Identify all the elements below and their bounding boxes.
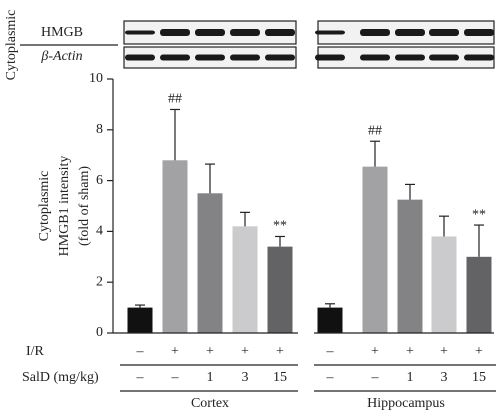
condition-cell: – bbox=[136, 370, 145, 385]
condition-cell: + bbox=[241, 344, 249, 359]
blot-band bbox=[315, 54, 345, 61]
bar bbox=[162, 160, 188, 333]
condition-label: I/R bbox=[26, 344, 45, 359]
condition-cell: + bbox=[206, 344, 214, 359]
group-label: Cortex bbox=[191, 396, 229, 411]
condition-label: SalD (mg/kg) bbox=[22, 370, 99, 385]
bar bbox=[197, 193, 223, 333]
y-axis-label: (fold of sham) bbox=[77, 166, 92, 246]
blot-band bbox=[230, 29, 260, 36]
condition-cell: 3 bbox=[441, 370, 448, 385]
condition-cell: + bbox=[371, 344, 379, 359]
blot-band bbox=[125, 54, 155, 61]
condition-cell: 1 bbox=[407, 370, 414, 385]
condition-cell: 3 bbox=[242, 370, 249, 385]
condition-cell: 15 bbox=[472, 370, 486, 385]
y-tick-label: 0 bbox=[96, 325, 103, 340]
blot-band bbox=[195, 54, 225, 61]
condition-cell: + bbox=[171, 344, 179, 359]
bar bbox=[127, 307, 153, 333]
blot-band bbox=[395, 54, 425, 61]
blot-side-label: Cytoplasmic bbox=[4, 10, 19, 81]
group-label: Hippocampus bbox=[367, 396, 445, 411]
condition-cell: + bbox=[440, 344, 448, 359]
blot-band bbox=[464, 54, 494, 61]
bar bbox=[317, 307, 343, 333]
blot-band bbox=[160, 54, 190, 61]
y-tick-label: 6 bbox=[96, 173, 103, 188]
blot-band bbox=[360, 29, 390, 36]
bar bbox=[362, 166, 388, 333]
blot-band bbox=[125, 30, 155, 35]
annotation: ## bbox=[168, 92, 182, 107]
condition-cell: – bbox=[136, 344, 145, 359]
blot-band bbox=[315, 30, 345, 35]
condition-cell: – bbox=[371, 370, 380, 385]
blot-band bbox=[429, 29, 459, 36]
bar bbox=[232, 226, 258, 333]
condition-cell: 1 bbox=[207, 370, 214, 385]
blot-band bbox=[230, 54, 260, 61]
blot-band bbox=[429, 54, 459, 61]
blot-row-label: HMGB bbox=[41, 25, 83, 40]
condition-cell: 15 bbox=[273, 370, 287, 385]
annotation: ** bbox=[472, 207, 486, 222]
y-tick-label: 10 bbox=[89, 71, 103, 86]
blot-band bbox=[195, 29, 225, 36]
condition-cell: + bbox=[475, 344, 483, 359]
y-tick-label: 8 bbox=[96, 122, 103, 137]
blot-band bbox=[464, 29, 494, 36]
bar bbox=[431, 236, 457, 333]
blot-band bbox=[265, 29, 295, 36]
blot-band bbox=[360, 54, 390, 61]
y-axis-label: HMGB1 intensity bbox=[57, 156, 72, 257]
bar bbox=[397, 199, 423, 333]
blot-row-label: β-Actin bbox=[40, 49, 82, 64]
condition-cell: + bbox=[276, 344, 284, 359]
y-tick-label: 2 bbox=[96, 274, 103, 289]
blot-band bbox=[395, 29, 425, 36]
bar bbox=[267, 246, 293, 333]
condition-cell: – bbox=[326, 370, 335, 385]
y-axis-label: Cytoplasmic bbox=[37, 171, 52, 242]
blot-band bbox=[160, 29, 190, 36]
annotation: ** bbox=[273, 219, 287, 234]
annotation: ## bbox=[368, 123, 382, 138]
condition-cell: – bbox=[326, 344, 335, 359]
blot-band bbox=[265, 54, 295, 61]
condition-cell: – bbox=[171, 370, 180, 385]
condition-cell: + bbox=[406, 344, 414, 359]
y-tick-label: 4 bbox=[96, 224, 103, 239]
bar bbox=[466, 256, 492, 333]
